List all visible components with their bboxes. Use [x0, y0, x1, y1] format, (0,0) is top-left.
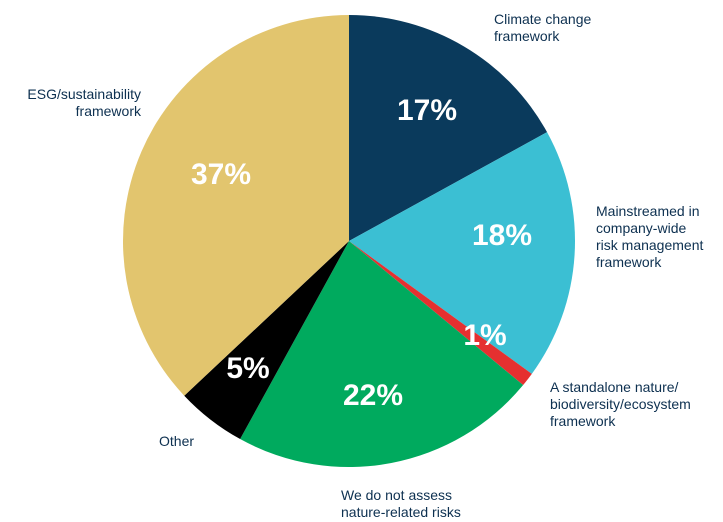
slice-category-label: Mainstreamed in company-wide risk manageme…: [596, 203, 703, 270]
slice-percent-label: 17%: [397, 94, 457, 127]
slice-percent-label: 1%: [463, 319, 506, 352]
slice-category-label: A standalone nature/biodiversity/ecosyst…: [550, 379, 691, 429]
slice-category-label-line: biodiversity/ecosystem: [550, 396, 691, 412]
slice-category-label-line: framework: [76, 103, 142, 119]
slice-category-label-line: We do not assess: [341, 487, 452, 503]
slice-category-label-line: risk management: [596, 237, 703, 253]
slice-category-label-line: ESG/sustainability: [27, 86, 141, 102]
slice-category-label: Climate change framework: [494, 11, 591, 44]
slice-category-label-line: framework: [494, 28, 560, 44]
slice-category-label-line: A standalone nature/: [550, 379, 679, 395]
slice-percent-label: 37%: [191, 158, 251, 191]
slice-category-label-line: framework: [596, 254, 662, 270]
slice-category-label: ESG/sustainability framework: [27, 86, 142, 119]
slice-category-label: We do not assess nature-related risks: [341, 487, 461, 520]
slice-percent-label: 18%: [472, 219, 532, 252]
slice-percent-label: 5%: [226, 352, 269, 385]
slice-category-label-line: Other: [159, 433, 194, 449]
slice-category-label-line: Mainstreamed in: [596, 203, 700, 219]
slice-category-label-line: company-wide: [596, 220, 686, 236]
slice-category-label-line: Climate change: [494, 11, 591, 27]
slice-category-label: Other: [159, 433, 194, 449]
slice-category-label-line: framework: [550, 413, 616, 429]
slice-percent-label: 22%: [343, 379, 403, 412]
slice-category-label-line: nature-related risks: [341, 504, 461, 520]
